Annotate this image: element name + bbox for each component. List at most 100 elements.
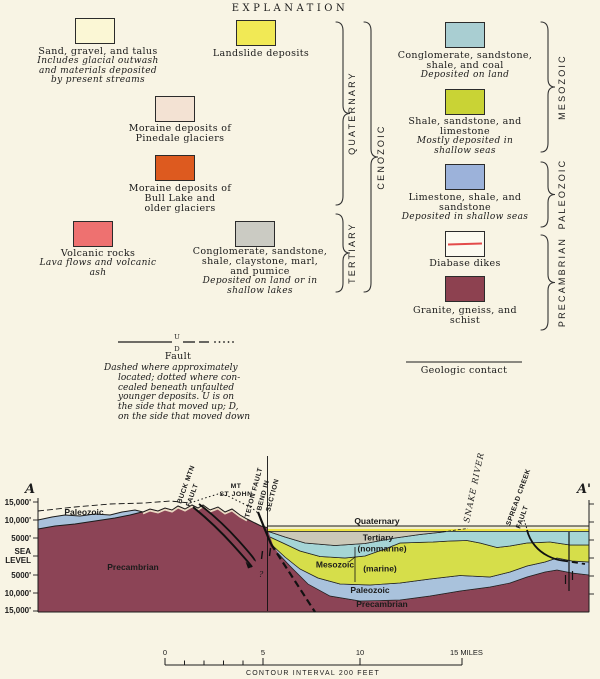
mesozoic-marine-label: Shale, sandstone, and limestone	[408, 116, 522, 137]
mesozoic-nonmarine-swatch	[445, 22, 485, 48]
landslide-swatch	[236, 20, 276, 46]
precambrian-left-label: Precambrian	[107, 562, 159, 572]
diabase-dikes-swatch	[445, 231, 485, 257]
mesozoic-basin-label: Mesozoic	[316, 560, 355, 570]
mesozoic-nonmarine-label: Conglomerate, sandstone, shale, and coal	[397, 50, 533, 71]
tertiary-conglomerate-note: Deposited on land or in shallow lakes	[202, 276, 318, 296]
spread-creek-fault-solid	[526, 529, 563, 562]
teton-motion-tick-1	[260, 550, 264, 560]
fault-u-letter: U	[174, 333, 180, 341]
elevation-axis-labels: 15,000' 10,000' 5000' SEA LEVEL 5000' 10…	[5, 498, 32, 615]
mesozoic-bracket-tick	[348, 556, 356, 563]
cenozoic-brace	[363, 21, 379, 293]
fault-symbol-note: Dashed where approximately located; dott…	[104, 363, 251, 422]
fault-query-mark: ?	[259, 570, 264, 579]
pinedale-label: Moraine deposits of Pinedale glaciers	[128, 123, 232, 144]
mesozoic-nonmarine-note: Deposited on land	[420, 70, 510, 80]
endpoint-a-prime: A'	[575, 482, 591, 497]
mesozoic-brace	[540, 21, 556, 153]
section-axes	[33, 498, 594, 613]
volcanic-rocks-swatch	[73, 221, 113, 247]
paleozoic-brace	[540, 161, 556, 228]
mt-st-john-label-2: ST JOHN	[220, 491, 253, 498]
bull-lake-label: Moraine deposits of Bull Lake and older gl…	[128, 183, 232, 214]
scale-0: 0	[163, 648, 167, 657]
sand-gravel-swatch	[75, 18, 115, 44]
fault-symbol-label: Fault	[164, 351, 192, 362]
spread-creek-dotted-tie	[523, 519, 528, 530]
precambrian-label: Granite, gneiss, and schist	[413, 305, 517, 326]
axis-label-5000-lower: 5000'	[11, 571, 31, 580]
tertiary-pinch-dashed-contact	[442, 528, 469, 533]
volcanic-note: Lava flows and volcanic ash	[39, 258, 157, 278]
quaternary-brace	[335, 21, 351, 206]
quaternary-era-label: QUATERNARY	[347, 71, 357, 155]
mesozoic-marine-note: Mostly deposited in shallow seas	[416, 136, 514, 156]
paleozoic-swatch	[445, 164, 485, 190]
snake-river-label: SNAKE RIVER	[461, 451, 486, 523]
scale-bar: 0 5 10 15 MILES CONTOUR INTERVAL 200 FEE…	[163, 648, 483, 677]
section-paleozoic-cap	[38, 510, 143, 529]
paleozoic-left-label: Paleozoic	[64, 507, 103, 517]
page-title: EXPLANATION	[231, 3, 349, 14]
buck-mtn-fault-line-1	[192, 506, 253, 568]
precambrian-brace	[540, 234, 556, 331]
endpoint-a: A	[23, 482, 35, 497]
quaternary-cream-strip	[267, 526, 589, 530]
axis-label-level: LEVEL	[5, 556, 31, 565]
section-faults	[37, 456, 586, 613]
diabase-label: Diabase dikes	[429, 258, 501, 269]
paleozoic-note: Deposited in shallow seas	[401, 212, 529, 222]
precambrian-swatch	[445, 276, 485, 302]
mountain-surface-line	[37, 504, 268, 528]
scale-5: 5	[261, 648, 265, 657]
tertiary-conglomerate-label: Conglomerate, sandstone, shale, claystone…	[192, 246, 328, 277]
paleozoic-era-label: PALEOZOIC	[557, 159, 567, 230]
cross-section: 15,000' 10,000' 5000' SEA LEVEL 5000' 10…	[5, 451, 594, 677]
paleozoic-label: Limestone, shale, and sandstone	[408, 192, 522, 213]
teton-fault-dashed	[270, 543, 316, 613]
tertiary-conglomerate-swatch	[235, 221, 275, 247]
axis-label-10000-upper: 10,000'	[5, 516, 31, 525]
buck-fault-arrowhead	[245, 561, 252, 569]
paleozoic-contact-line	[37, 511, 144, 530]
era-braces	[335, 21, 556, 331]
precambrian-era-label: PRECAMBRIAN	[557, 237, 567, 327]
quaternary-yellow-strip	[267, 529, 589, 532]
buck-mtn-fault-line-2	[198, 503, 256, 562]
sand-gravel-note: Includes glacial outwash and materials de…	[37, 56, 159, 86]
scale-10: 10	[356, 648, 364, 657]
mesozoic-era-label: MESOZOIC	[557, 54, 567, 120]
teton-motion-tick-2	[268, 547, 272, 557]
cenozoic-era-label: CENOZOIC	[376, 124, 386, 189]
sand-gravel-label: Sand, gravel, and talus	[38, 46, 158, 57]
axis-label-15000-lower: 15,000'	[5, 606, 31, 615]
projected-surface-dashed	[37, 500, 191, 512]
section-unit-labels: Paleozoic Precambrian Quaternary Tertiar…	[64, 507, 407, 609]
scale-15-miles: 15 MILES	[450, 648, 483, 657]
fault-d-letter: D	[174, 345, 180, 353]
section-endpoints: A A'	[23, 482, 591, 497]
mesozoic-marine-swatch	[445, 89, 485, 115]
axis-label-15000-upper: 15,000'	[5, 498, 31, 507]
contour-interval-caption: CONTOUR INTERVAL 200 FEET	[246, 670, 380, 677]
tertiary-basin-label: Tertiary	[363, 533, 394, 543]
marine-label: (marine)	[363, 564, 397, 574]
nonmarine-label: (nonmarine)	[357, 544, 406, 554]
quaternary-basin-label: Quaternary	[354, 516, 400, 526]
era-labels: QUATERNARY TERTIARY CENOZOIC MESOZOIC PA…	[347, 54, 567, 327]
teton-fault-solid	[256, 511, 273, 545]
bull-lake-moraine-swatch	[155, 155, 195, 181]
fault-line-symbol	[118, 341, 234, 343]
pinedale-moraine-swatch	[155, 96, 195, 122]
landslide-label: Landslide deposits	[212, 48, 310, 59]
mt-st-john-label-1: MT	[231, 483, 242, 490]
fault-ud-letters: U D	[174, 333, 180, 353]
axis-label-sea: SEA	[15, 547, 32, 556]
section-precambrian-block	[38, 505, 315, 612]
paleozoic-basin-label: Paleozoic	[350, 585, 389, 595]
precambrian-basin-label: Precambrian	[356, 599, 408, 609]
axis-label-5000-upper: 5000'	[11, 534, 31, 543]
